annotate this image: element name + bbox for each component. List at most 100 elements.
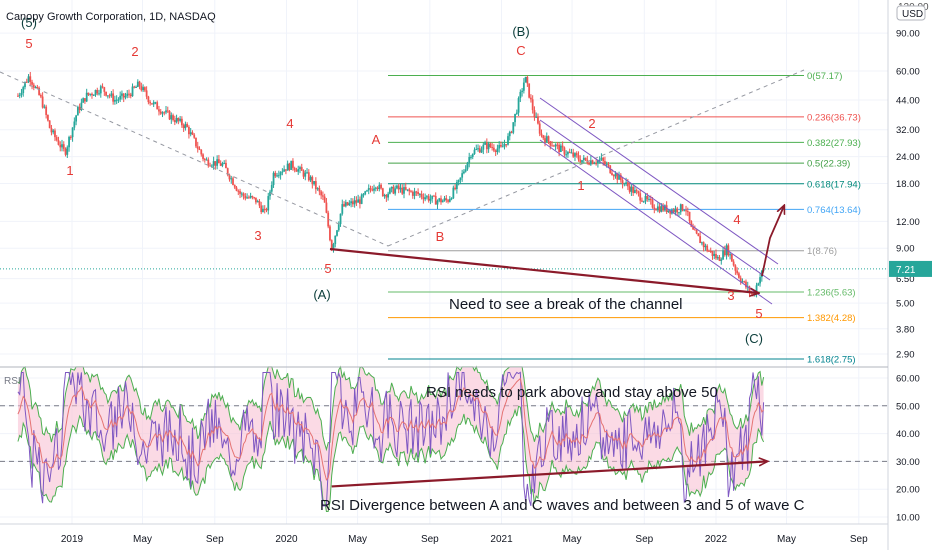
candle-body: [221, 163, 224, 166]
price-tick-label: 32.00: [896, 125, 920, 136]
candle-body: [616, 173, 619, 180]
channel-annotation: Need to see a break of the channel: [449, 296, 683, 313]
candle-body: [632, 186, 635, 193]
candle-body: [177, 118, 180, 121]
drawing-layer: [0, 69, 805, 488]
candle-body: [117, 99, 120, 101]
candle-body: [390, 186, 393, 189]
candle-body: [251, 196, 254, 198]
candle-body: [253, 197, 256, 199]
candle-body: [24, 81, 26, 88]
candle-body: [579, 159, 582, 163]
candle-body: [133, 86, 136, 88]
candle-body: [704, 245, 707, 248]
candle-body: [718, 257, 721, 261]
candle-body: [642, 201, 645, 203]
candle-body: [630, 186, 633, 192]
candle-body: [427, 196, 430, 201]
candle-body: [217, 159, 220, 164]
candle-body: [487, 143, 490, 150]
candle-body: [256, 201, 259, 203]
candle-body: [662, 205, 665, 211]
candle-body: [491, 147, 494, 149]
candle-body: [240, 193, 243, 195]
candle-body: [489, 143, 492, 148]
rsi-band-fill: [17, 366, 764, 512]
candle-body: [581, 160, 583, 163]
candle-body: [20, 93, 23, 95]
rsi-tick-label: 10.00: [896, 513, 920, 524]
x-tick-label: 2020: [275, 534, 298, 545]
candle-body: [648, 198, 650, 200]
candle-body: [413, 191, 416, 196]
candle-body: [339, 213, 342, 225]
candle-body: [255, 197, 257, 203]
candle-body: [149, 102, 152, 104]
candle-body: [54, 130, 56, 138]
candle-body: [524, 76, 527, 83]
candle-body: [424, 197, 427, 200]
wave-label: 2: [588, 116, 595, 131]
candle-body: [99, 86, 102, 94]
fib-level-label: 1(8.76): [807, 246, 837, 257]
candle-body: [353, 200, 356, 205]
candle-body: [209, 165, 211, 167]
candle-body: [593, 163, 596, 165]
candle-body: [508, 131, 511, 137]
candle-body: [503, 144, 506, 147]
price-tick-label: 90.00: [896, 29, 920, 40]
candle-body: [401, 187, 404, 194]
candle-body: [246, 197, 249, 199]
candle-body: [290, 160, 293, 170]
candle-body: [387, 193, 390, 198]
candle-body: [572, 152, 575, 157]
candle-body: [373, 188, 375, 191]
candle-body: [334, 235, 337, 245]
candle-body: [159, 111, 162, 114]
candle-body: [651, 200, 654, 208]
candle-body: [78, 106, 81, 111]
candle-body: [152, 102, 155, 105]
wave-label: 4: [286, 116, 293, 131]
channel-lower-line: [539, 139, 773, 305]
last-price-value: 7.21: [896, 265, 916, 276]
candle-body: [306, 172, 308, 174]
candle-body: [31, 81, 33, 85]
candle-body: [505, 144, 508, 146]
candle-body: [193, 134, 196, 138]
fib-level-label: 1.618(2.75): [807, 354, 856, 365]
candle-body: [73, 121, 76, 128]
last-price-badge: [889, 260, 932, 277]
candle-body: [249, 196, 252, 198]
candle-body: [436, 200, 439, 205]
currency-button[interactable]: USD: [896, 5, 926, 21]
x-tick-label: May: [348, 534, 367, 545]
candle-body: [561, 145, 564, 148]
candle-body: [574, 153, 576, 157]
rsi-tick-label: 50.00: [896, 401, 920, 412]
candle-body: [106, 95, 109, 97]
candle-body: [429, 198, 432, 201]
candle-body: [385, 195, 388, 198]
candle-body: [695, 230, 698, 234]
candle-body: [105, 91, 107, 96]
candle-body: [563, 147, 566, 155]
candle-body: [327, 212, 330, 227]
candle-body: [170, 115, 173, 120]
candle-body: [27, 76, 30, 83]
candle-body: [734, 265, 737, 271]
candle-body: [716, 257, 719, 259]
candle-body: [121, 93, 123, 96]
candle-body: [59, 144, 62, 148]
candle-body: [559, 145, 562, 153]
candle-body: [739, 277, 742, 282]
candle-body: [531, 99, 534, 111]
candle-body: [329, 226, 331, 241]
candle-body: [75, 115, 78, 122]
rsi-tick-label: 30.00: [896, 457, 920, 468]
candle-body: [376, 187, 379, 190]
candle-body: [720, 259, 723, 261]
chart-title: Canopy Growth Corporation, 1D, NASDAQ: [6, 11, 216, 23]
price-tick-label: 24.00: [896, 152, 920, 163]
candle-body: [397, 185, 400, 190]
